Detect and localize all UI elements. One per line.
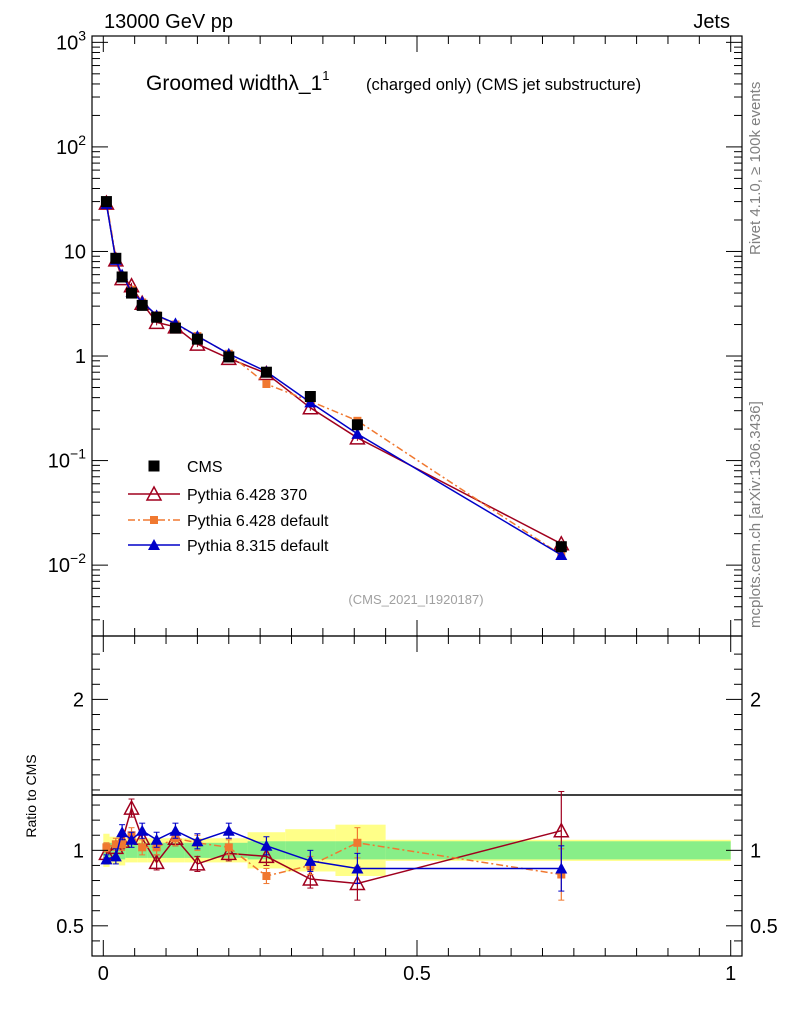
marker-triangle-open: [220, 844, 238, 861]
y-tick-label: 1: [75, 346, 86, 368]
ratio-y-ticks: 0.5 0.5 1 1 2 2: [56, 653, 778, 942]
ratio-series-pythia-8-315-default: [100, 822, 568, 892]
title-main: Groomed widthλ_1: [146, 72, 322, 95]
marker-square: [102, 843, 111, 852]
marker-triangle: [148, 539, 160, 550]
marker-triangle: [304, 854, 317, 866]
main-plot: 10−2 10−1 1 10 102 103: [48, 27, 743, 637]
legend: CMS Pythia 6.428 370 Pythia 6.428 default P…: [128, 459, 329, 555]
marker-triangle: [125, 833, 138, 845]
marker-square: [260, 366, 272, 378]
marker-triangle: [169, 824, 182, 836]
ratio-y-axis-label: Ratio to CMS: [23, 754, 39, 837]
marker-triangle: [150, 833, 163, 845]
rivet-version-label: Rivet 4.1.0, ≥ 100k events: [747, 82, 764, 255]
marker-square: [262, 379, 271, 388]
y-tick-label: 102: [56, 132, 86, 159]
marker-triangle-open: [553, 822, 570, 838]
marker-square: [555, 541, 567, 553]
main-series-group: [98, 194, 570, 561]
y-tick-label: 103: [56, 27, 86, 54]
marker-square: [148, 460, 160, 472]
ratio-tick-label-right: 1: [750, 840, 761, 862]
x-tick-label: 0: [98, 963, 109, 985]
marker-square: [351, 419, 363, 431]
marker-triangle: [116, 826, 129, 838]
marker-triangle-open: [349, 874, 366, 891]
ratio-tick-label-right: 2: [750, 689, 761, 711]
ratio-tick-label-left: 0.5: [56, 916, 84, 938]
marker-square: [169, 322, 181, 334]
legend-label: Pythia 8.315 default: [187, 538, 329, 555]
marker-triangle-open: [145, 485, 163, 501]
ratio-tick-label-left: 1: [73, 840, 84, 862]
x-axis-ticks: 0 0.5 1: [98, 36, 736, 985]
marker-square: [353, 838, 362, 847]
mcplots-label: mcplots.cern.ch [arXiv:1306.3436]: [747, 401, 764, 628]
marker-triangle-open: [148, 853, 165, 870]
legend-label: Pythia 6.428 default: [187, 513, 329, 530]
x-tick-label: 0.5: [403, 963, 431, 985]
legend-item: CMS: [148, 459, 223, 476]
marker-triangle-open: [123, 799, 140, 815]
chart-subtitle: (charged only) (CMS jet substructure): [366, 76, 641, 94]
marker-square: [126, 287, 138, 299]
marker-square: [224, 843, 233, 852]
x-tick-label: 1: [725, 963, 736, 985]
marker-square: [110, 252, 122, 264]
marker-square: [100, 196, 112, 208]
band-inner: [166, 842, 185, 858]
marker-triangle: [555, 862, 568, 874]
ratio-series-group: [98, 790, 570, 901]
marker-square: [191, 333, 203, 345]
legend-label: Pythia 6.428 370: [187, 487, 307, 504]
marker-triangle: [351, 862, 364, 874]
category-label: Jets: [693, 11, 730, 33]
analysis-id: (CMS_2021_I1920187): [348, 592, 483, 607]
marker-square: [111, 840, 120, 849]
marker-triangle: [136, 824, 149, 836]
series-cms: [100, 196, 567, 553]
marker-square: [304, 391, 316, 403]
marker-square: [223, 351, 235, 363]
marker-square: [118, 840, 127, 849]
marker-square: [262, 872, 271, 880]
band-inner: [385, 841, 731, 860]
legend-label: CMS: [187, 459, 223, 476]
marker-triangle-open: [302, 870, 319, 886]
marker-triangle: [555, 549, 568, 561]
y-tick-label: 10−1: [48, 446, 86, 473]
marker-triangle: [191, 835, 204, 847]
main-y-ticks: 10−2 10−1 1 10 102 103: [48, 27, 742, 621]
marker-triangle-open: [189, 855, 206, 871]
title-superscript: 1: [322, 68, 329, 83]
y-tick-label: 10: [64, 241, 86, 263]
legend-item: Pythia 6.428 default: [128, 513, 329, 530]
marker-square: [136, 299, 148, 311]
ratio-tick-label-right: 0.5: [750, 916, 778, 938]
legend-item: Pythia 8.315 default: [128, 538, 329, 555]
ratio-plot: 0.5 0.5 1 1 2 2 Ratio to CMS: [23, 635, 778, 957]
marker-triangle-open: [258, 847, 275, 864]
marker-square: [150, 516, 158, 524]
marker-triangle: [109, 850, 122, 862]
marker-triangle: [100, 853, 113, 865]
marker-square: [138, 843, 147, 852]
marker-square: [116, 271, 128, 283]
marker-square: [151, 311, 163, 323]
y-tick-label: 10−2: [48, 550, 86, 577]
marker-triangle: [222, 824, 235, 836]
ratio-tick-label-left: 2: [73, 689, 84, 711]
marker-triangle: [351, 427, 364, 439]
marker-triangle: [260, 839, 273, 851]
energy-label: 13000 GeV pp: [104, 11, 233, 33]
legend-item: Pythia 6.428 370: [128, 485, 307, 504]
chart-title: Groomed widthλ_11: [146, 68, 330, 95]
